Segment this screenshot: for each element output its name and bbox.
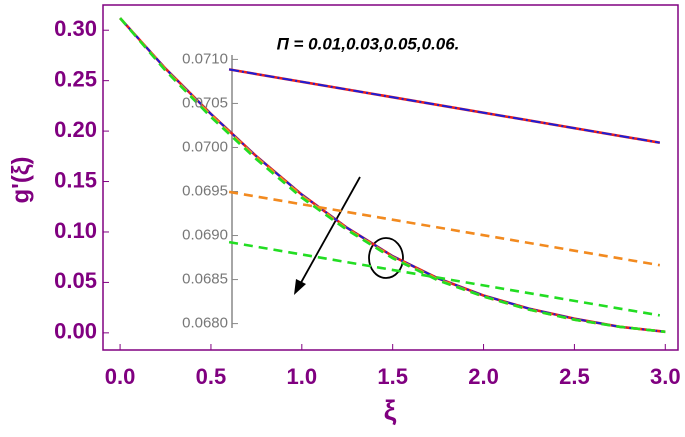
arrow-head (294, 279, 306, 295)
annotation: Π = 0.01,0.03,0.05,0.06. (277, 34, 460, 53)
y-tick-label: 0.15 (54, 167, 97, 192)
x-tick-label: 0.0 (105, 364, 136, 389)
y-tick-label: 0.30 (54, 16, 97, 41)
x-tick-label: 3.0 (650, 364, 681, 389)
inset-y-tick-label: 0.0695 (182, 182, 228, 199)
inset-series-line (228, 190, 661, 267)
plot-frame (102, 4, 679, 351)
x-tick-label: 1.5 (377, 364, 408, 389)
inset-y-tick-label: 0.0700 (182, 138, 228, 155)
y-tick-label: 0.05 (54, 268, 97, 293)
inset-y-tick-label: 0.0685 (182, 271, 228, 288)
y-tick-label: 0.25 (54, 66, 97, 91)
series-line (119, 17, 666, 334)
x-tick-label: 0.5 (196, 364, 227, 389)
y-tick-label: 0.00 (54, 319, 97, 344)
x-tick-label: 1.0 (287, 364, 318, 389)
inset-series-line (228, 240, 661, 317)
y-axis-label: g'(ξ) (7, 156, 34, 203)
arrow (297, 176, 361, 289)
x-tick-label: 2.5 (559, 364, 590, 389)
inset-series-line (228, 68, 660, 144)
y-tick-label: 0.10 (54, 218, 97, 243)
inset-y-tick-label: 0.0690 (182, 227, 228, 244)
y-tick-label: 0.20 (54, 117, 97, 142)
x-tick-label: 2.0 (468, 364, 499, 389)
inset-y-tick-label: 0.0710 (182, 50, 228, 67)
inset-y-tick-label: 0.0705 (182, 94, 228, 111)
x-axis-label: ξ (384, 394, 397, 425)
highlight-ellipse (368, 237, 404, 279)
inset-y-tick-label: 0.0680 (182, 315, 228, 332)
